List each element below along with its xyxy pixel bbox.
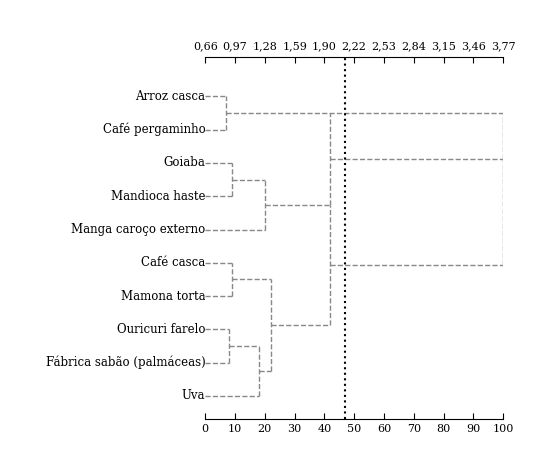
Text: Manga caroço externo: Manga caroço externo — [71, 223, 205, 236]
Text: Café pergaminho: Café pergaminho — [102, 123, 205, 137]
Text: Mamona torta: Mamona torta — [121, 290, 205, 302]
Text: Ouricuri farelo: Ouricuri farelo — [117, 323, 205, 336]
Text: Uva: Uva — [182, 390, 205, 402]
Text: Café casca: Café casca — [141, 256, 205, 269]
Text: Arroz casca: Arroz casca — [135, 90, 205, 103]
Text: Fábrica sabão (palmáceas): Fábrica sabão (palmáceas) — [45, 356, 205, 369]
Text: Mandioca haste: Mandioca haste — [111, 190, 205, 203]
Text: Goiaba: Goiaba — [163, 156, 205, 170]
